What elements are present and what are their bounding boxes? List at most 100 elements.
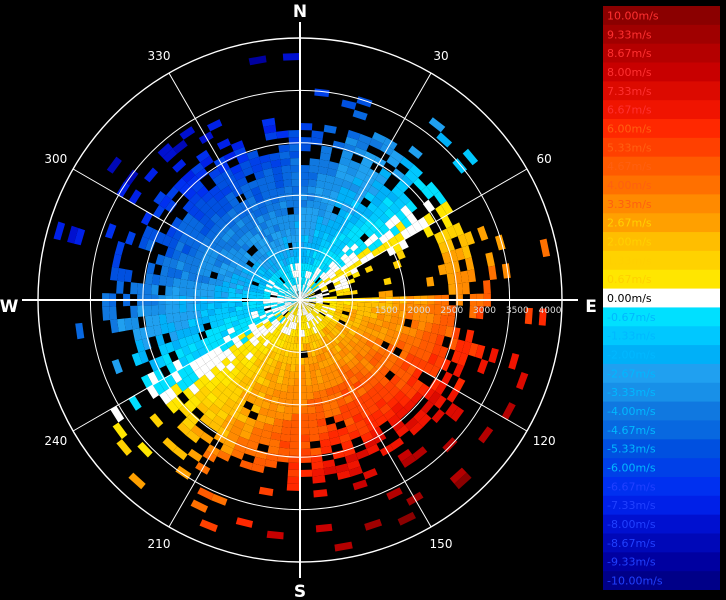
velocity-cell bbox=[399, 303, 407, 312]
velocity-cell bbox=[251, 463, 265, 474]
velocity-cell bbox=[235, 361, 245, 372]
velocity-cell bbox=[322, 359, 330, 368]
colorbar-label: 4.00m/s bbox=[607, 179, 652, 192]
velocity-cell bbox=[320, 320, 328, 327]
velocity-cell bbox=[215, 361, 226, 372]
velocity-cell bbox=[253, 420, 265, 430]
velocity-cell bbox=[287, 271, 293, 279]
velocity-cell bbox=[344, 136, 359, 147]
velocity-cell bbox=[261, 275, 270, 282]
velocity-cell bbox=[405, 387, 418, 400]
velocity-cell bbox=[413, 304, 421, 313]
velocity-cell bbox=[368, 334, 378, 343]
velocity-cell bbox=[475, 344, 486, 359]
velocity-cell bbox=[179, 304, 187, 313]
velocity-colorbar: 10.00m/s9.33m/s8.67m/s8.00m/s7.33m/s6.67… bbox=[603, 6, 720, 590]
velocity-cell bbox=[124, 269, 133, 283]
velocity-cell bbox=[186, 280, 195, 289]
velocity-cell bbox=[290, 434, 300, 442]
velocity-cell bbox=[296, 277, 299, 285]
polar-grid bbox=[22, 22, 578, 578]
velocity-cell bbox=[289, 263, 294, 272]
velocity-cell bbox=[265, 311, 273, 317]
velocity-cell bbox=[312, 384, 320, 393]
velocity-cell bbox=[405, 311, 414, 320]
velocity-cell bbox=[355, 448, 370, 460]
velocity-cell bbox=[145, 238, 156, 252]
velocity-cell bbox=[311, 310, 318, 317]
velocity-cell bbox=[291, 413, 300, 421]
velocity-cell bbox=[412, 311, 421, 321]
velocity-cell bbox=[171, 339, 182, 351]
velocity-cell bbox=[278, 144, 290, 153]
velocity-cell bbox=[300, 392, 307, 400]
velocity-cell bbox=[274, 329, 281, 338]
velocity-cell bbox=[259, 369, 268, 379]
velocity-cell bbox=[263, 320, 271, 328]
velocity-cell bbox=[328, 161, 340, 171]
velocity-cell bbox=[305, 314, 310, 322]
velocity-cell bbox=[235, 264, 244, 272]
velocity-cell bbox=[364, 371, 375, 382]
velocity-cell bbox=[308, 328, 313, 336]
velocity-cell bbox=[300, 413, 309, 421]
velocity-cell bbox=[178, 182, 192, 196]
velocity-cell bbox=[237, 380, 247, 391]
range-label: 4000 bbox=[539, 306, 562, 316]
velocity-cell bbox=[364, 306, 372, 313]
velocity-cell bbox=[210, 493, 228, 506]
velocity-cell bbox=[336, 292, 344, 297]
velocity-cell bbox=[340, 253, 349, 262]
velocity-cell bbox=[306, 385, 313, 393]
velocity-cell bbox=[231, 336, 241, 345]
velocity-cell bbox=[374, 371, 385, 382]
velocity-cell bbox=[290, 364, 296, 372]
velocity-cell bbox=[301, 301, 306, 308]
velocity-cell bbox=[281, 426, 292, 435]
velocity-cell bbox=[358, 133, 372, 145]
velocity-cell bbox=[293, 207, 300, 215]
velocity-cell bbox=[277, 296, 285, 299]
velocity-cell bbox=[220, 443, 234, 456]
velocity-cell bbox=[350, 348, 359, 357]
velocity-cell bbox=[264, 174, 275, 184]
velocity-cell bbox=[311, 214, 318, 223]
velocity-cell bbox=[285, 327, 290, 335]
velocity-cell bbox=[204, 370, 216, 381]
velocity-cell bbox=[293, 336, 298, 344]
velocity-cell bbox=[302, 315, 305, 323]
velocity-cell bbox=[269, 351, 277, 360]
velocity-cell bbox=[343, 304, 351, 309]
velocity-cell bbox=[303, 315, 307, 323]
velocity-cell bbox=[232, 242, 242, 252]
velocity-cell bbox=[228, 247, 238, 256]
velocity-cell bbox=[410, 319, 420, 330]
velocity-cell bbox=[231, 376, 242, 387]
velocity-cell bbox=[106, 156, 122, 174]
velocity-cell bbox=[339, 277, 348, 284]
colorbar-swatch bbox=[603, 6, 720, 26]
velocity-cell bbox=[200, 309, 209, 318]
colorbar-label: 8.00m/s bbox=[607, 66, 652, 79]
colorbar-label: 0.67m/s bbox=[607, 273, 652, 286]
velocity-cell bbox=[362, 468, 378, 480]
velocity-cell bbox=[256, 177, 267, 187]
range-label: 3500 bbox=[506, 306, 529, 316]
velocity-cell bbox=[354, 238, 364, 248]
velocity-cell bbox=[222, 387, 233, 398]
velocity-cell bbox=[140, 211, 153, 226]
velocity-cell bbox=[381, 320, 391, 329]
velocity-cell bbox=[418, 413, 432, 428]
velocity-cell bbox=[343, 173, 355, 184]
velocity-cell bbox=[257, 324, 266, 332]
velocity-cell bbox=[300, 214, 306, 222]
velocity-cell bbox=[356, 310, 364, 316]
velocity-cell bbox=[375, 398, 387, 410]
velocity-cell bbox=[399, 156, 414, 170]
velocity-cell bbox=[348, 251, 357, 260]
velocity-cell bbox=[188, 205, 200, 217]
velocity-cell bbox=[304, 277, 308, 285]
velocity-cell bbox=[241, 243, 250, 252]
velocity-cell bbox=[386, 328, 396, 338]
velocity-cell bbox=[319, 367, 327, 376]
